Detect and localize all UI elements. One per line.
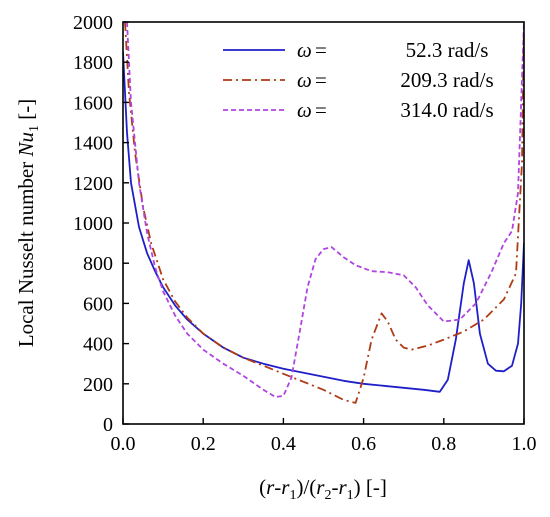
legend-label: 52.3 rad/s bbox=[406, 38, 489, 62]
x-tick-label: 0.8 bbox=[431, 433, 456, 455]
y-tick-label: 1800 bbox=[73, 52, 113, 74]
legend-equals: = bbox=[315, 38, 327, 62]
x-tick-label: 1.0 bbox=[512, 433, 537, 455]
y-tick-label: 200 bbox=[83, 374, 113, 396]
y-tick-label: 400 bbox=[83, 334, 113, 356]
series-line-1 bbox=[123, 52, 524, 393]
legend-equals: = bbox=[315, 98, 327, 122]
y-tick-label: 1000 bbox=[73, 213, 113, 235]
x-tick-label: 0.6 bbox=[351, 433, 376, 455]
legend-symbol: ω bbox=[297, 98, 312, 122]
y-tick-label: 2000 bbox=[73, 12, 113, 34]
y-tick-label: 0 bbox=[103, 414, 113, 436]
x-tick-label: 0.4 bbox=[271, 433, 296, 455]
x-tick-label: 0.0 bbox=[111, 433, 136, 455]
x-tick-label: 0.2 bbox=[191, 433, 216, 455]
y-axis-title: Local Nusselt number Nu1 [-] bbox=[14, 99, 42, 347]
y-tick-label: 1600 bbox=[73, 92, 113, 114]
y-tick-label: 600 bbox=[83, 293, 113, 315]
y-tick-label: 1200 bbox=[73, 173, 113, 195]
y-tick-label: 800 bbox=[83, 253, 113, 275]
legend-label: 314.0 rad/s bbox=[400, 98, 493, 122]
y-tick-label: 1400 bbox=[73, 133, 113, 155]
series-line-2 bbox=[124, 22, 524, 404]
legend-equals: = bbox=[315, 68, 327, 92]
legend: ω = 52.3 rad/sω = 209.3 rad/sω = 314.0 rad/s bbox=[223, 38, 494, 122]
legend-label: 209.3 rad/s bbox=[400, 68, 493, 92]
legend-symbol: ω bbox=[297, 68, 312, 92]
legend-symbol: ω bbox=[297, 38, 312, 62]
series-line-3 bbox=[126, 22, 524, 398]
x-axis-title: (r-r1)/(r2-r1) [-] bbox=[259, 475, 387, 503]
